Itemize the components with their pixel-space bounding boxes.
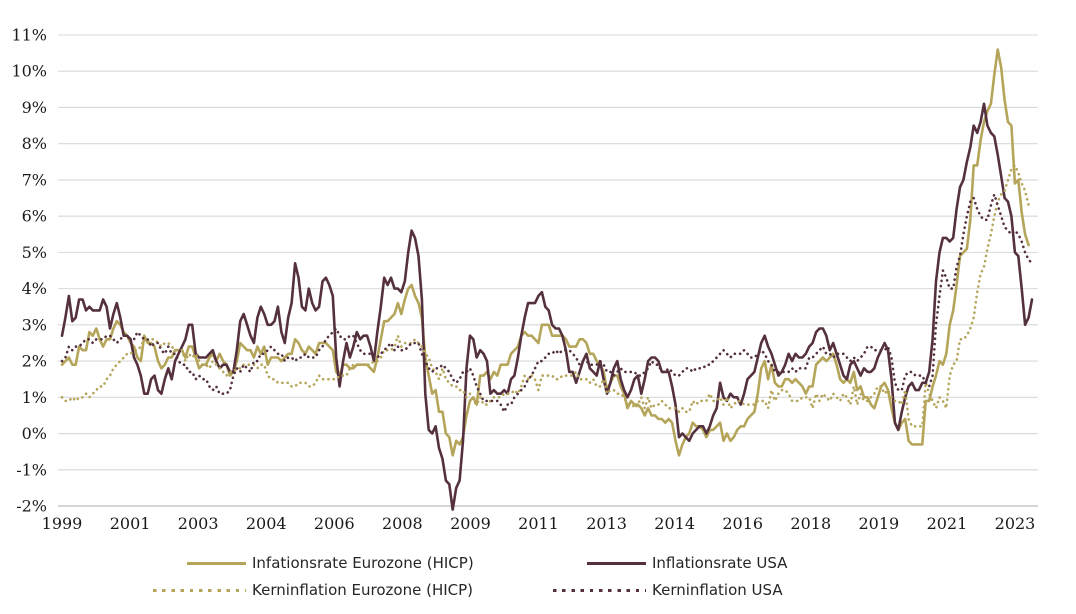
y-tick-label: 10% xyxy=(11,62,47,81)
y-axis-labels: 11% 10% 9% 8% 7% 6% 5% 4% 3% 2% 1% 0% -1% -2% xyxy=(11,26,47,516)
y-tick-label: 7% xyxy=(22,170,47,189)
x-tick-label: 2016 xyxy=(722,514,763,533)
x-tick-label: 1999 xyxy=(42,514,83,533)
series-line-2 xyxy=(60,164,1030,428)
x-tick-label: 2023 xyxy=(995,514,1036,533)
gridlines xyxy=(58,34,1038,507)
series-line-0 xyxy=(60,48,1030,457)
x-tick-label: 2001 xyxy=(110,514,151,533)
x-tick-label: 2008 xyxy=(382,514,423,533)
x-tick-label: 2004 xyxy=(246,514,287,533)
y-tick-label: -1% xyxy=(16,460,47,479)
series-line-1 xyxy=(60,102,1034,511)
y-tick-label: 9% xyxy=(22,98,47,117)
x-tick-label: 2006 xyxy=(314,514,355,533)
y-tick-label: 2% xyxy=(22,352,47,371)
x-tick-label: 2003 xyxy=(178,514,219,533)
y-tick-label: 5% xyxy=(22,243,47,262)
y-tick-label: 3% xyxy=(22,315,47,334)
series-lines xyxy=(60,48,1034,511)
y-tick-label: -2% xyxy=(16,497,47,516)
x-tick-label: 2019 xyxy=(858,514,899,533)
y-tick-label: 0% xyxy=(22,424,47,443)
y-tick-label: 11% xyxy=(11,26,47,45)
x-tick-label: 2018 xyxy=(790,514,831,533)
x-axis-labels: 1999 2001 2003 2004 2006 2008 2009 2011 2013 2014… xyxy=(42,514,1036,533)
y-tick-label: 1% xyxy=(22,388,47,407)
x-tick-label: 2011 xyxy=(518,514,559,533)
x-tick-label: 2013 xyxy=(586,514,627,533)
x-tick-label: 2014 xyxy=(654,514,695,533)
series-line-3 xyxy=(60,193,1034,414)
y-tick-label: 8% xyxy=(22,134,47,153)
y-tick-label: 6% xyxy=(22,207,47,226)
y-tick-label: 4% xyxy=(22,279,47,298)
x-tick-label: 2021 xyxy=(927,514,968,533)
x-tick-label: 2009 xyxy=(450,514,491,533)
